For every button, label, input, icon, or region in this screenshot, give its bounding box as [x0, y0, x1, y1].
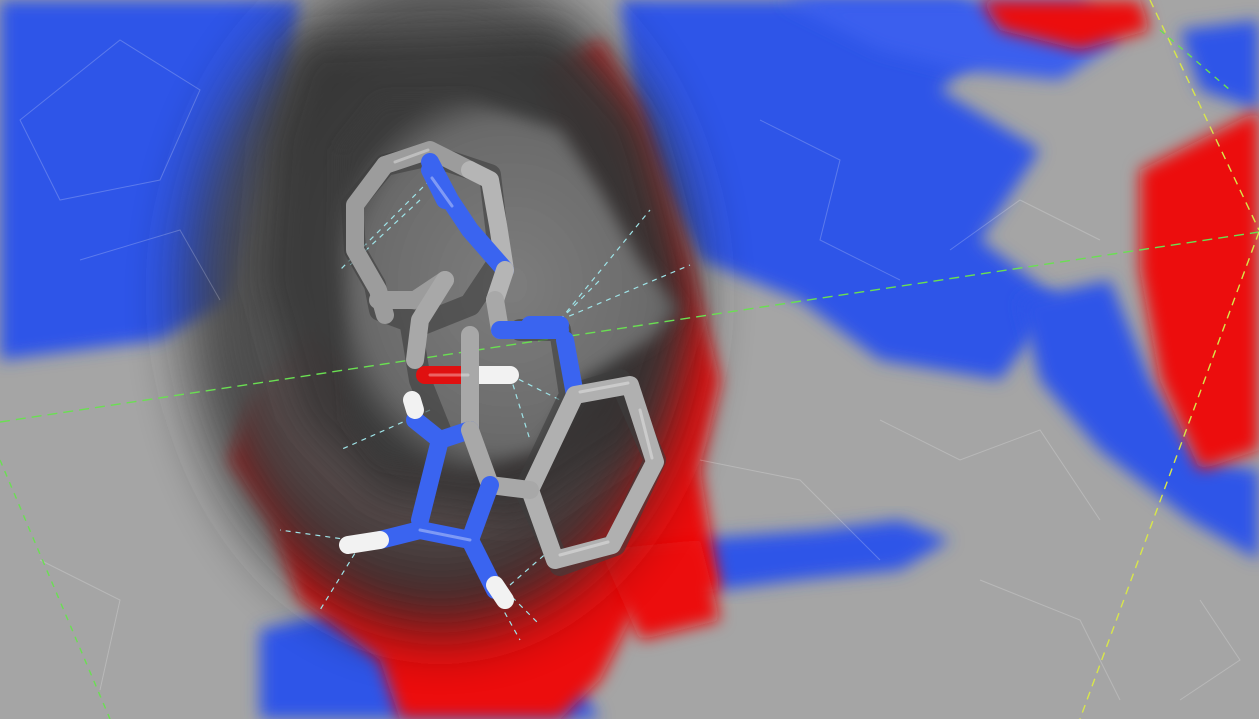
ligand-sticks [339, 141, 664, 609]
interaction-lines [279, 179, 691, 641]
axis-y-line-lower [1079, 231, 1259, 719]
axis-y-line-upper [1149, 0, 1259, 231]
axis-corner-line [1159, 29, 1231, 91]
axis-x-line [0, 231, 1259, 423]
surface-mesh-lines [19, 39, 1241, 701]
ligand-highlights [393, 148, 654, 557]
